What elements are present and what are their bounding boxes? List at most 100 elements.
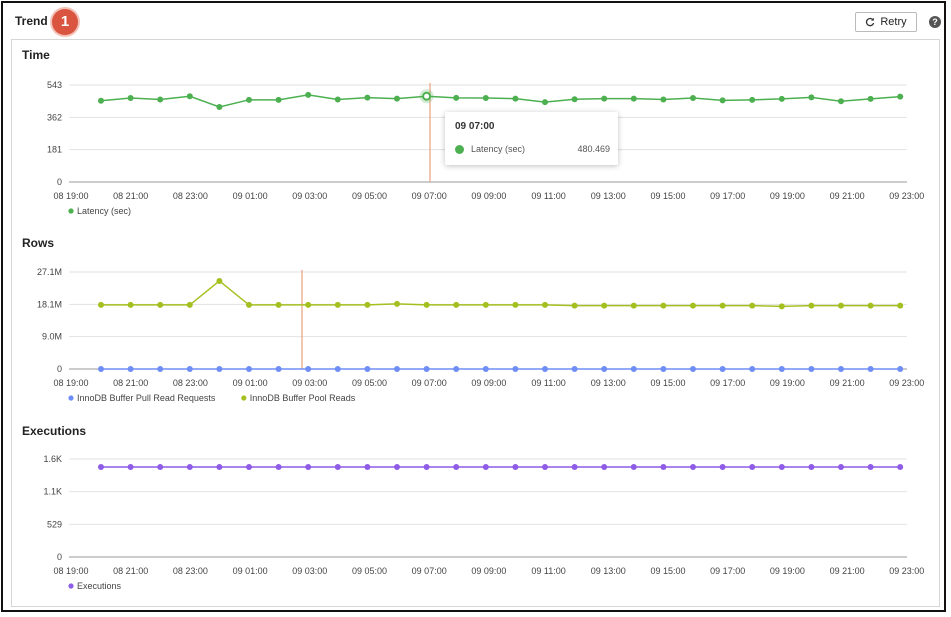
data-point <box>157 301 164 308</box>
charts-panel: Time 543 362 181 0 08 19:00 08 21:00 08 23:00 09… <box>11 39 940 607</box>
x-tick-label: 09 09:00 <box>471 566 506 576</box>
x-tick-label: 09 23:00 <box>889 566 924 576</box>
x-tick-label: 09 07:00 <box>412 191 447 201</box>
data-point <box>394 95 400 102</box>
data-point <box>630 95 637 102</box>
x-tick-label: 09 19:00 <box>770 191 805 201</box>
data-point <box>838 463 844 470</box>
x-tick-label: 09 13:00 <box>591 566 626 576</box>
x-tick-label: 09 05:00 <box>352 378 387 388</box>
retry-label: Retry <box>880 16 907 28</box>
legend-marker <box>241 395 247 401</box>
data-point <box>275 366 282 372</box>
x-tick-label: 08 19:00 <box>53 566 88 576</box>
y-tick-label: 181 <box>47 145 62 155</box>
x-tick-label: 09 11:00 <box>531 378 565 388</box>
data-point <box>808 94 815 101</box>
data-point <box>897 302 904 309</box>
x-tick-label: 09 03:00 <box>292 191 327 201</box>
data-point <box>305 91 312 98</box>
data-point <box>867 302 874 309</box>
data-point <box>364 366 371 372</box>
series-line <box>101 279 901 308</box>
data-point <box>364 94 371 101</box>
data-point <box>630 302 637 309</box>
data-point <box>275 463 282 470</box>
data-point <box>719 97 726 104</box>
tooltip-title: 09 07:00 <box>455 121 495 132</box>
x-tick-label: 08 21:00 <box>113 566 148 576</box>
data-point <box>897 93 904 100</box>
data-point <box>778 95 785 102</box>
step-badge: 1 <box>52 9 78 35</box>
data-point <box>719 366 726 372</box>
data-point <box>216 277 223 284</box>
data-point <box>157 366 164 372</box>
data-point <box>453 463 460 470</box>
help-icon[interactable]: ? <box>929 16 941 28</box>
data-point <box>246 366 252 372</box>
x-tick-label: 09 05:00 <box>352 566 387 576</box>
x-tick-label: 09 15:00 <box>650 378 685 388</box>
data-point <box>98 366 104 372</box>
data-point <box>453 94 460 101</box>
x-tick-label: 09 07:00 <box>412 566 447 576</box>
data-point <box>601 463 608 470</box>
data-point <box>660 366 667 372</box>
trend-title: Trend <box>15 14 48 28</box>
x-tick-label: 08 23:00 <box>173 378 208 388</box>
x-tick-label: 09 11:00 <box>531 191 565 201</box>
data-point <box>778 366 785 372</box>
data-point <box>897 463 904 470</box>
legend-marker <box>68 395 74 401</box>
data-point <box>542 366 548 372</box>
data-point <box>305 463 312 470</box>
data-point <box>394 463 400 470</box>
y-tick-label: 1.1K <box>43 487 62 497</box>
data-point <box>482 95 489 102</box>
data-point <box>601 302 608 309</box>
data-point <box>186 93 193 100</box>
tooltip-series-dot <box>455 145 464 154</box>
x-tick-label: 09 19:00 <box>770 378 805 388</box>
data-point <box>482 301 489 308</box>
legend-label: Latency (sec) <box>77 206 131 216</box>
x-tick-label: 09 17:00 <box>710 191 745 201</box>
data-point <box>719 302 726 309</box>
data-point <box>808 302 815 309</box>
retry-button[interactable]: Retry <box>855 12 917 32</box>
data-point <box>246 463 252 470</box>
series-line <box>100 94 901 108</box>
legend-label: InnoDB Buffer Pool Reads <box>250 393 356 403</box>
data-point <box>127 301 134 308</box>
data-point <box>482 366 489 372</box>
chart-title: Executions <box>22 424 86 438</box>
data-point <box>512 95 519 102</box>
x-tick-label: 08 21:00 <box>113 378 148 388</box>
data-point <box>838 98 844 105</box>
x-tick-label: 09 21:00 <box>830 191 865 201</box>
data-point <box>98 97 104 104</box>
data-point <box>749 463 756 470</box>
data-point <box>423 301 430 308</box>
y-tick-label: 529 <box>47 519 62 529</box>
x-tick-label: 09 15:00 <box>650 191 685 201</box>
y-tick-label: 0 <box>57 552 62 562</box>
data-point <box>867 366 874 372</box>
y-tick-label: 9.0M <box>42 332 62 342</box>
data-point <box>423 463 430 470</box>
data-point <box>808 463 815 470</box>
data-point <box>453 366 460 372</box>
x-tick-label: 09 01:00 <box>233 378 268 388</box>
x-tick-label: 09 11:00 <box>531 566 565 576</box>
data-point <box>808 366 815 372</box>
data-point <box>186 366 193 372</box>
data-point <box>275 301 282 308</box>
x-tick-label: 08 19:00 <box>53 378 88 388</box>
data-point <box>334 463 341 470</box>
data-point <box>364 463 371 470</box>
data-point <box>305 301 312 308</box>
data-point <box>867 95 874 102</box>
data-point <box>838 366 844 372</box>
